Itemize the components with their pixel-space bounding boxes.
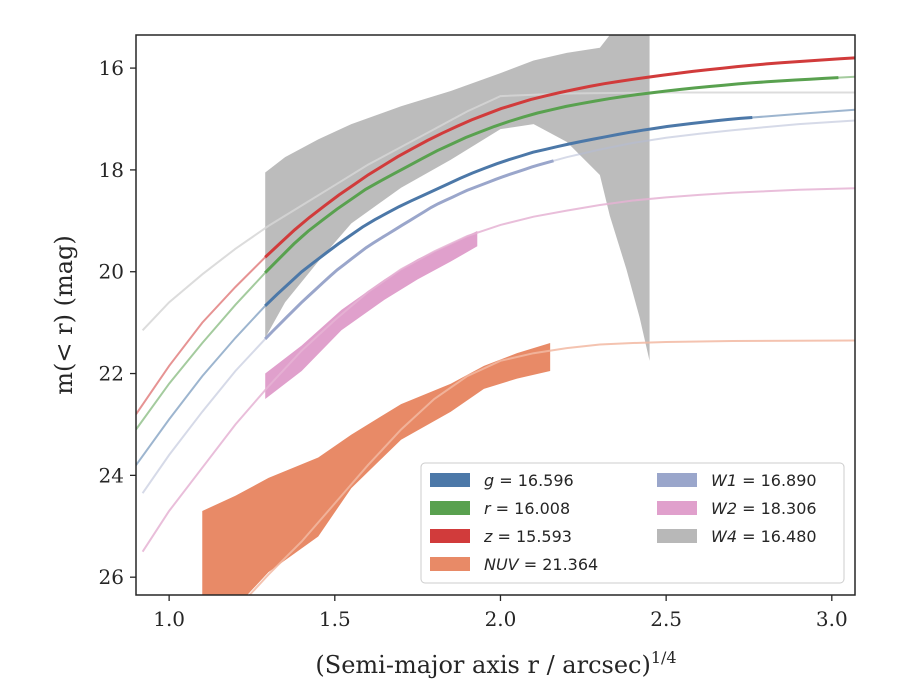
- legend-box: [420, 462, 845, 584]
- axis-ticks: 1.0 1.5 2.0 2.5 3.0 16 18 20 22 24 26: [99, 56, 848, 631]
- legend-swatch-nuv: [430, 557, 470, 571]
- series-data-g: [264, 116, 753, 307]
- x-tick-label: 1.5: [319, 607, 351, 631]
- series-model-w4: [141, 91, 855, 331]
- y-tick-label: 26: [99, 565, 124, 589]
- legend-label-nuv: NUV = 21.364: [484, 555, 598, 574]
- legend-swatch-g: [430, 473, 470, 487]
- y-axis-label: m(< r) (mag): [50, 235, 78, 394]
- plot-frame: [135, 34, 856, 596]
- legend-swatch-w1: [657, 473, 697, 487]
- legend-swatch-w2: [657, 501, 697, 515]
- legend-swatch-z: [430, 529, 470, 543]
- x-tick-label: 2.0: [485, 607, 517, 631]
- series-data-r: [264, 76, 839, 274]
- y-tick-label: 18: [99, 158, 124, 182]
- legend-label-w1: W1 = 16.890: [711, 471, 817, 490]
- series-data-z: [264, 56, 855, 259]
- legend-label-w2: W2 = 18.306: [711, 499, 817, 518]
- x-tick-label: 3.0: [816, 607, 848, 631]
- series-band-w2: [265, 231, 478, 399]
- series-band-w4: [265, 35, 650, 361]
- series-model-w1: [141, 119, 855, 494]
- plot-area: [136, 35, 855, 595]
- x-tick-label: 1.0: [153, 607, 185, 631]
- series-data-w1: [264, 159, 554, 340]
- series-model-w2: [141, 187, 855, 553]
- series-model-nuv: [248, 339, 855, 595]
- legend-swatch-r: [430, 501, 470, 515]
- x-axis-label-exponent: 1/4: [651, 648, 677, 667]
- x-axis-label: (Semi-major axis r / arcsec)1/4: [315, 648, 676, 679]
- x-tick-label: 2.5: [650, 607, 682, 631]
- y-tick-label: 20: [99, 260, 124, 284]
- legend: g = 16.596 r = 16.008 z = 15.593 NUV = 21.3…: [420, 462, 845, 584]
- legend-label-z: z = 15.593: [483, 527, 572, 546]
- legend-label-w4: W4 = 16.480: [711, 527, 817, 546]
- series-band-nuv: [202, 343, 551, 595]
- y-tick-label: 22: [99, 362, 124, 386]
- x-axis-label-main: (Semi-major axis r / arcsec): [315, 651, 650, 679]
- legend-label-g: g = 16.596: [484, 471, 574, 490]
- legend-swatch-w4: [657, 529, 697, 543]
- y-tick-label: 24: [99, 463, 124, 487]
- legend-label-r: r = 16.008: [484, 499, 570, 518]
- y-tick-label: 16: [99, 56, 124, 80]
